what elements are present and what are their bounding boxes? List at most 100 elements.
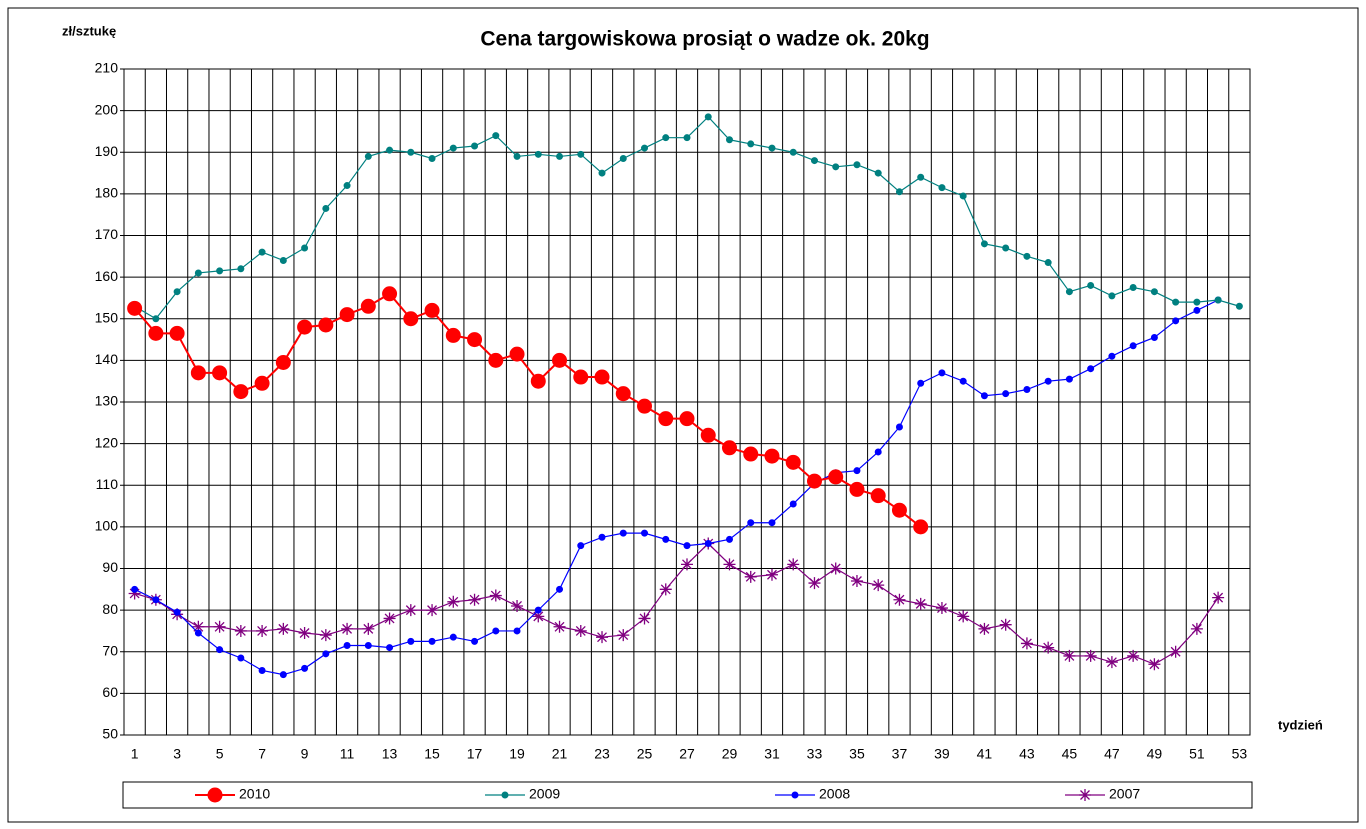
marker (853, 161, 861, 169)
marker (913, 519, 929, 535)
marker (488, 352, 504, 368)
marker (1087, 365, 1095, 373)
x-tick-label: 11 (340, 746, 355, 762)
marker (978, 622, 991, 635)
marker (532, 610, 545, 623)
marker (764, 448, 780, 464)
marker (573, 369, 589, 385)
marker (489, 589, 502, 602)
marker (383, 612, 396, 625)
x-tick-label: 9 (301, 746, 309, 762)
marker (619, 154, 627, 162)
legend-label: 2009 (529, 786, 560, 802)
marker (914, 597, 927, 610)
x-tick-label: 39 (934, 746, 950, 762)
marker (1042, 641, 1055, 654)
marker (938, 369, 946, 377)
marker (895, 188, 903, 196)
marker (874, 448, 882, 456)
legend-marker (207, 787, 223, 803)
marker (298, 627, 311, 640)
marker (169, 325, 185, 341)
marker (258, 666, 266, 674)
marker (216, 646, 224, 654)
marker (131, 585, 139, 593)
series-line (134, 299, 1219, 676)
marker (192, 620, 205, 633)
marker (1150, 333, 1158, 341)
marker (765, 568, 778, 581)
marker (173, 608, 181, 616)
marker (364, 152, 372, 160)
x-tick-label: 37 (892, 746, 908, 762)
marker (128, 587, 141, 600)
marker (1108, 352, 1116, 360)
marker (891, 502, 907, 518)
marker (428, 154, 436, 162)
legend-marker (791, 791, 799, 799)
marker (641, 529, 649, 537)
marker (1150, 288, 1158, 296)
marker (511, 599, 524, 612)
marker (1108, 292, 1116, 300)
marker (426, 604, 439, 617)
marker (598, 533, 606, 541)
marker (258, 248, 266, 256)
marker (658, 411, 674, 427)
marker (577, 542, 585, 550)
marker (874, 169, 882, 177)
y-tick-label: 190 (95, 143, 119, 159)
marker (216, 267, 224, 275)
marker (1193, 306, 1201, 314)
marker (641, 144, 649, 152)
marker (1129, 284, 1137, 292)
marker (577, 150, 585, 158)
x-tick-label: 53 (1232, 746, 1248, 762)
marker (935, 602, 948, 615)
x-tick-label: 23 (594, 746, 610, 762)
marker (704, 113, 712, 121)
marker (747, 519, 755, 527)
marker (598, 169, 606, 177)
marker (723, 558, 736, 571)
marker (785, 454, 801, 470)
chart-title: Cena targowiskowa prosiąt o wadze ok. 20… (480, 28, 929, 51)
x-tick-label: 15 (424, 746, 440, 762)
marker (768, 519, 776, 527)
marker (938, 184, 946, 192)
marker (386, 146, 394, 154)
marker (662, 134, 670, 142)
marker (471, 142, 479, 150)
marker (449, 144, 457, 152)
x-tick-label: 17 (467, 746, 483, 762)
marker (279, 671, 287, 679)
marker (832, 163, 840, 171)
marker (789, 148, 797, 156)
marker (234, 624, 247, 637)
y-tick-label: 130 (95, 393, 119, 409)
marker (407, 637, 415, 645)
marker (556, 585, 564, 593)
marker (552, 352, 568, 368)
marker (744, 570, 757, 583)
marker (681, 558, 693, 571)
y-tick-label: 80 (102, 601, 118, 617)
marker (194, 269, 202, 277)
marker (513, 627, 521, 635)
legend-marker (1079, 789, 1091, 801)
marker (364, 642, 372, 650)
marker (849, 481, 865, 497)
marker (895, 423, 903, 431)
marker (194, 629, 202, 637)
marker (467, 332, 483, 348)
marker (980, 240, 988, 248)
marker (617, 629, 630, 642)
marker (619, 529, 627, 537)
y-tick-label: 110 (96, 476, 119, 492)
marker (445, 327, 461, 343)
x-tick-label: 19 (509, 746, 525, 762)
y-tick-label: 50 (102, 726, 118, 742)
x-tick-label: 7 (258, 746, 266, 762)
marker (999, 618, 1012, 631)
x-tick-label: 51 (1189, 746, 1205, 762)
